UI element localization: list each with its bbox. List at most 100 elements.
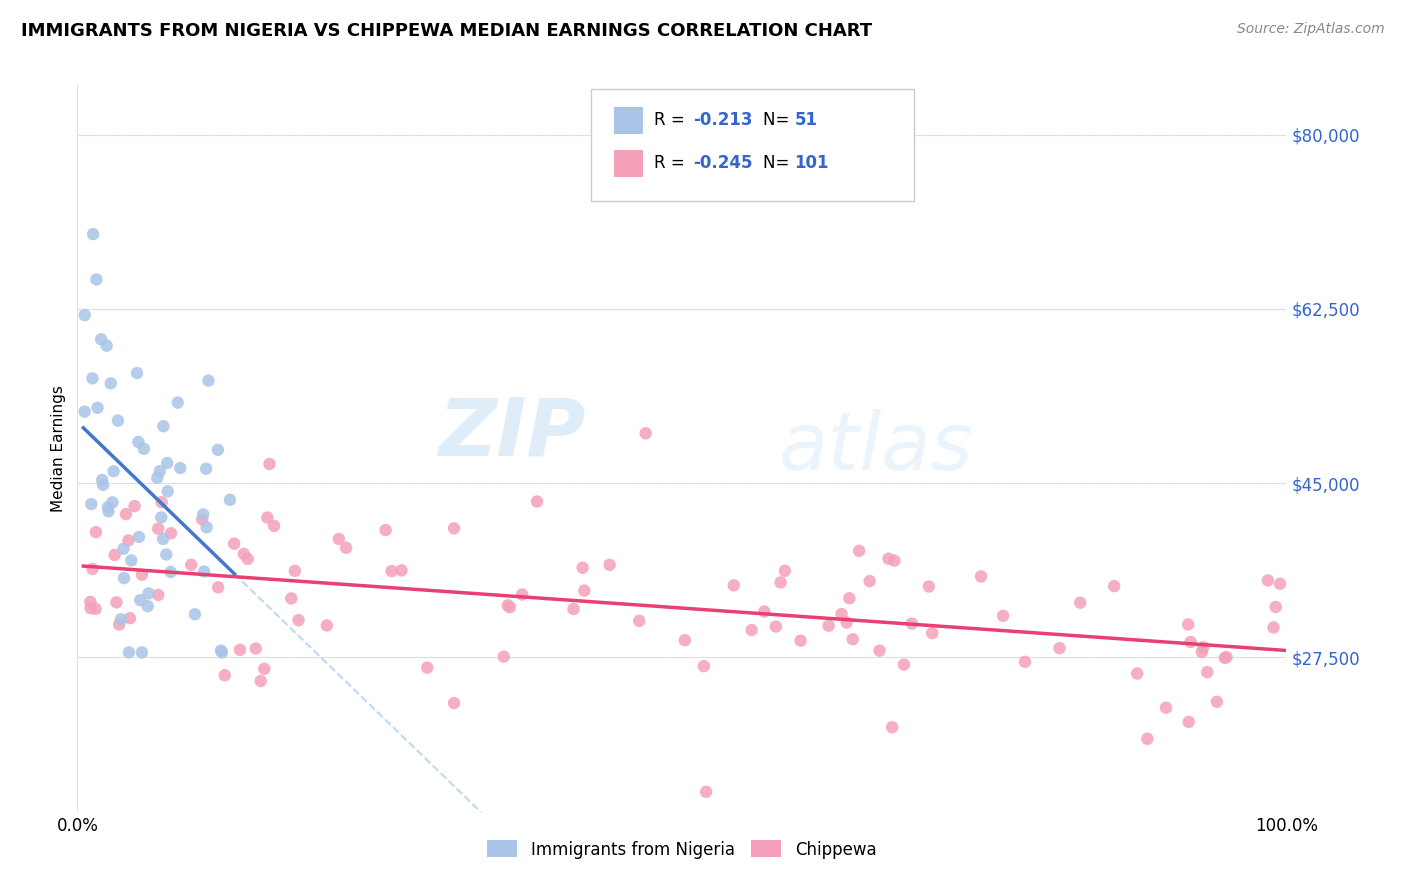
Point (1268, 576, 1291, 591)
Point (381, 564, 404, 578)
Point (100, 376, 122, 391)
Point (232, 547, 254, 561)
Point (120, 553, 142, 567)
Point (374, 523, 396, 537)
Point (1180, 635, 1202, 649)
Point (132, 442, 155, 456)
Point (209, 643, 232, 657)
Text: -0.245: -0.245 (693, 154, 752, 172)
Point (128, 530, 150, 544)
Point (129, 593, 152, 607)
Text: 51: 51 (794, 112, 817, 129)
Point (103, 464, 125, 478)
Point (1213, 651, 1236, 665)
Point (789, 633, 811, 648)
Point (499, 600, 522, 615)
Legend: Immigrants from Nigeria, Chippewa: Immigrants from Nigeria, Chippewa (481, 834, 883, 865)
Point (628, 614, 651, 628)
Point (835, 615, 858, 630)
Point (96, 339, 118, 353)
Point (921, 626, 943, 640)
Point (131, 645, 153, 659)
Point (1049, 641, 1071, 656)
Point (79, 595, 101, 609)
Point (562, 602, 585, 616)
Text: -0.213: -0.213 (693, 112, 752, 129)
Point (117, 533, 139, 548)
Point (817, 618, 839, 632)
Point (634, 426, 657, 441)
Point (1257, 574, 1279, 588)
Point (112, 541, 135, 556)
Point (107, 414, 129, 428)
Point (229, 643, 252, 657)
Point (211, 645, 233, 659)
Text: N=: N= (763, 112, 794, 129)
Point (207, 580, 229, 594)
Point (146, 522, 169, 536)
Point (101, 495, 124, 509)
Point (224, 536, 246, 550)
Point (149, 464, 172, 478)
Point (492, 649, 515, 664)
Point (1154, 700, 1177, 714)
Point (73, 404, 96, 418)
Point (256, 510, 278, 524)
Point (84, 602, 107, 616)
Point (184, 607, 207, 622)
Point (328, 532, 350, 546)
Point (84, 525, 107, 540)
Point (315, 618, 337, 632)
Point (901, 616, 924, 631)
Point (118, 611, 141, 625)
Point (1263, 620, 1285, 634)
Point (131, 567, 153, 582)
Point (769, 575, 792, 590)
Point (146, 471, 169, 485)
Text: ZIP: ZIP (437, 394, 585, 473)
Point (443, 696, 465, 710)
Point (571, 561, 593, 575)
Point (510, 587, 533, 601)
Point (693, 659, 716, 673)
Point (193, 508, 215, 522)
Point (73, 308, 96, 322)
Point (112, 571, 135, 585)
Point (150, 510, 173, 524)
Point (970, 569, 993, 583)
Point (1014, 655, 1036, 669)
Point (280, 591, 302, 606)
Point (155, 548, 177, 562)
Point (773, 564, 796, 578)
Point (82, 562, 104, 576)
Point (263, 519, 285, 533)
Point (1177, 714, 1199, 729)
Point (841, 632, 863, 647)
Text: 101: 101 (794, 154, 830, 172)
Point (259, 457, 281, 471)
Point (526, 494, 548, 508)
Point (1126, 666, 1149, 681)
Point (125, 366, 148, 380)
Point (918, 580, 941, 594)
Point (136, 599, 159, 614)
Point (831, 607, 853, 621)
Point (127, 434, 149, 449)
Point (86, 272, 108, 286)
Point (191, 512, 214, 526)
Point (877, 551, 900, 566)
Point (765, 619, 787, 633)
Point (1264, 599, 1286, 614)
Point (152, 532, 174, 546)
Point (152, 419, 174, 434)
Point (1069, 596, 1091, 610)
Point (166, 395, 188, 409)
Point (599, 558, 621, 572)
Point (1197, 665, 1219, 680)
Text: IMMIGRANTS FROM NIGERIA VS CHIPPEWA MEDIAN EARNINGS CORRELATION CHART: IMMIGRANTS FROM NIGERIA VS CHIPPEWA MEDI… (21, 22, 872, 40)
Point (115, 507, 138, 521)
Y-axis label: Median Earnings: Median Earnings (51, 384, 66, 512)
Point (1177, 617, 1199, 632)
Point (882, 720, 904, 734)
Point (82, 227, 104, 241)
